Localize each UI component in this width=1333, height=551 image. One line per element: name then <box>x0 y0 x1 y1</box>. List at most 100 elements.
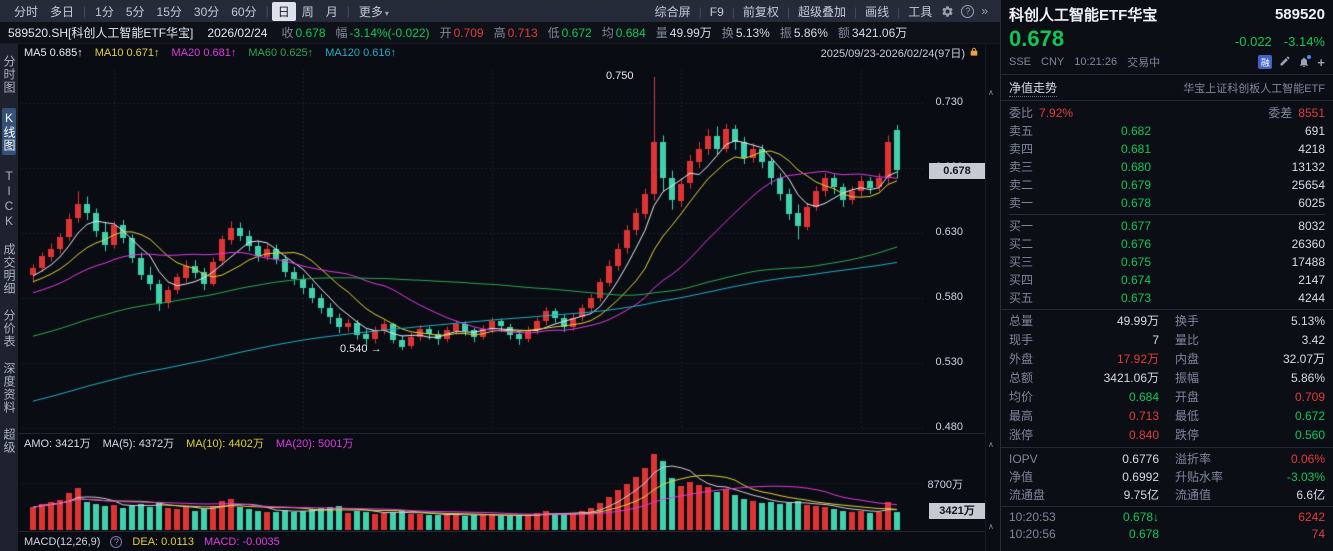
lock-icon[interactable] <box>969 46 979 60</box>
tick-volume: 6242 <box>1298 510 1325 524</box>
tab-15min[interactable]: 15分 <box>156 4 182 19</box>
tool-super-overlay[interactable]: 超级叠加 <box>798 4 847 19</box>
stat-row: IOPV 0.6776 溢折率 0.06% <box>1001 450 1333 468</box>
level-price: 0.677 <box>1120 219 1151 233</box>
separator: | <box>698 4 702 19</box>
tab-intraday[interactable]: 分时 <box>14 4 39 19</box>
weicha-label: 委差 <box>1268 106 1293 120</box>
field-label: 收 <box>281 26 294 40</box>
sell-row[interactable]: 卖三 0.680 13132 <box>1001 158 1333 176</box>
amo-value: MA(20): 5001万 <box>275 438 354 450</box>
sell-row[interactable]: 卖一 0.678 6025 <box>1001 194 1333 212</box>
macd-params-label: MACD(12,26,9) <box>24 535 101 548</box>
change-percent: -3.14% <box>1283 34 1325 49</box>
sidebar-item-tick[interactable]: TICK <box>2 169 16 229</box>
buy-row[interactable]: 买四 0.674 2147 <box>1001 271 1333 289</box>
collapse-chevron-icon[interactable]: ∧ <box>988 440 994 449</box>
stat-row: 总量 49.99万 换手 5.13% <box>1001 312 1333 331</box>
add-icon[interactable]: + <box>1317 54 1325 70</box>
stat-label: 涨停 <box>1009 428 1034 442</box>
sidebar-item-trade-detail[interactable]: 成交明细 <box>2 243 16 295</box>
tab-30min[interactable]: 30分 <box>193 4 220 19</box>
sidebar-item-kline-chart[interactable]: K线图 <box>2 108 16 155</box>
level-label: 卖四 <box>1009 142 1034 156</box>
buy-row[interactable]: 买一 0.677 8032 <box>1001 217 1333 235</box>
tool-tools[interactable]: 工具 <box>908 4 933 19</box>
tab-multi-day[interactable]: 多日 <box>50 4 75 19</box>
tool-composite-screen[interactable]: 综合屏 <box>654 4 691 19</box>
toolbar-tools: 综合屏 | F9 | 前复权 | 超级叠加 | 画线 | 工具 ? » <box>650 3 992 20</box>
divider <box>1001 100 1333 101</box>
kline-chart-canvas[interactable] <box>18 44 985 434</box>
stat-value: 0.06% <box>1290 452 1325 466</box>
stat-item: 流通值 6.6亿 <box>1175 486 1325 504</box>
stat-value: -3.03% <box>1286 470 1325 484</box>
bell-notification-dot <box>1307 55 1312 59</box>
sell-row[interactable]: 卖二 0.679 25654 <box>1001 176 1333 194</box>
sidebar-item-super[interactable]: 超级 <box>2 428 16 454</box>
order-book-divider <box>1009 214 1325 215</box>
expand-panel-icon[interactable]: » <box>981 4 988 18</box>
stat-label: 流通值 <box>1175 488 1212 502</box>
stat-label: 量比 <box>1175 333 1200 347</box>
stat-value: 17.92万 <box>1116 352 1159 366</box>
field-value: 0.678 <box>295 26 326 40</box>
tab-week[interactable]: 周 <box>301 4 314 19</box>
period-range-label: 2025/09/23-2026/02/24(97日) <box>820 48 965 60</box>
buy-row[interactable]: 买三 0.675 17488 <box>1001 253 1333 271</box>
buy-row[interactable]: 买二 0.676 26360 <box>1001 235 1333 253</box>
stat-value: 0.6992 <box>1122 470 1159 484</box>
amo-values: AMO: 3421万 MA(5): 4372万 MA(10): 4402万 MA(20… <box>24 435 365 451</box>
level-price: 0.674 <box>1120 273 1151 287</box>
settings-gear-icon[interactable] <box>937 5 958 18</box>
pen-icon[interactable] <box>1279 55 1291 70</box>
margin-badge[interactable]: 融 <box>1258 55 1273 69</box>
bell-icon[interactable] <box>1298 55 1312 68</box>
indicator-help-icon[interactable]: ? <box>110 535 123 548</box>
collapse-chevron-icon[interactable]: ∧ <box>988 522 994 531</box>
stat-label: IOPV <box>1009 452 1038 466</box>
tab-5min[interactable]: 5分 <box>125 4 145 19</box>
level-label: 卖一 <box>1009 196 1034 210</box>
stat-label: 振幅 <box>1175 371 1200 385</box>
sidebar-item-price-table[interactable]: 分价表 <box>2 309 16 348</box>
field-label: 幅 <box>335 26 348 40</box>
volume-chart-canvas[interactable] <box>18 452 985 532</box>
help-icon[interactable]: ? <box>961 4 975 18</box>
tab-more[interactable]: 更多 <box>353 2 395 21</box>
level-label: 卖二 <box>1009 178 1034 192</box>
tool-f9[interactable]: F9 <box>709 4 724 19</box>
stat-item: 换手 5.13% <box>1175 312 1325 331</box>
stat-row: 净值 0.6992 升贴水率 -3.03% <box>1001 468 1333 486</box>
buy-row[interactable]: 买五 0.673 4244 <box>1001 289 1333 307</box>
level-volume: 691 <box>1304 124 1325 138</box>
collapse-chevron-icon[interactable]: ∧ <box>988 88 994 97</box>
tab-month[interactable]: 月 <box>325 4 338 19</box>
level-price: 0.679 <box>1120 178 1151 192</box>
ma-values: MA5 0.685↑ MA10 0.671↑ MA20 0.681↑ MA60 0.6… <box>24 47 408 59</box>
tool-buttons: 综合屏 | F9 | 前复权 | 超级叠加 | 画线 | 工具 <box>650 3 938 20</box>
sell-row[interactable]: 卖五 0.682 691 <box>1001 122 1333 140</box>
stat-label: 最低 <box>1175 409 1200 423</box>
tab-60min[interactable]: 60分 <box>231 4 257 19</box>
level-label: 卖三 <box>1009 160 1034 174</box>
stat-row: 总额 3421.06万 振幅 5.86% <box>1001 369 1333 388</box>
market-status: 交易中 <box>1127 57 1161 69</box>
price-change: -0.022 -3.14% <box>1235 34 1325 49</box>
tick-time: 10:20:53 <box>1009 510 1056 524</box>
tool-forward-adjust[interactable]: 前复权 <box>742 4 779 19</box>
tab-1min[interactable]: 1分 <box>95 4 114 19</box>
tool-draw-line[interactable]: 画线 <box>865 4 890 19</box>
tab-day[interactable]: 日 <box>271 1 296 21</box>
nav-row: 净值走势 华宝上证科创板人工智能ETF <box>1001 77 1333 98</box>
stat-item: 升贴水率 -3.03% <box>1175 468 1325 486</box>
sidebar-item-depth-info[interactable]: 深度资料 <box>2 362 16 414</box>
sidebar-item-minute-chart[interactable]: 分时图 <box>2 55 16 94</box>
field-value: 0.713 <box>507 26 538 40</box>
sell-row[interactable]: 卖四 0.681 4218 <box>1001 140 1333 158</box>
nav-link-nav-trend[interactable]: 净值走势 <box>1009 80 1058 97</box>
level-label: 买五 <box>1009 291 1034 305</box>
tick-volume: 74 <box>1311 527 1325 541</box>
